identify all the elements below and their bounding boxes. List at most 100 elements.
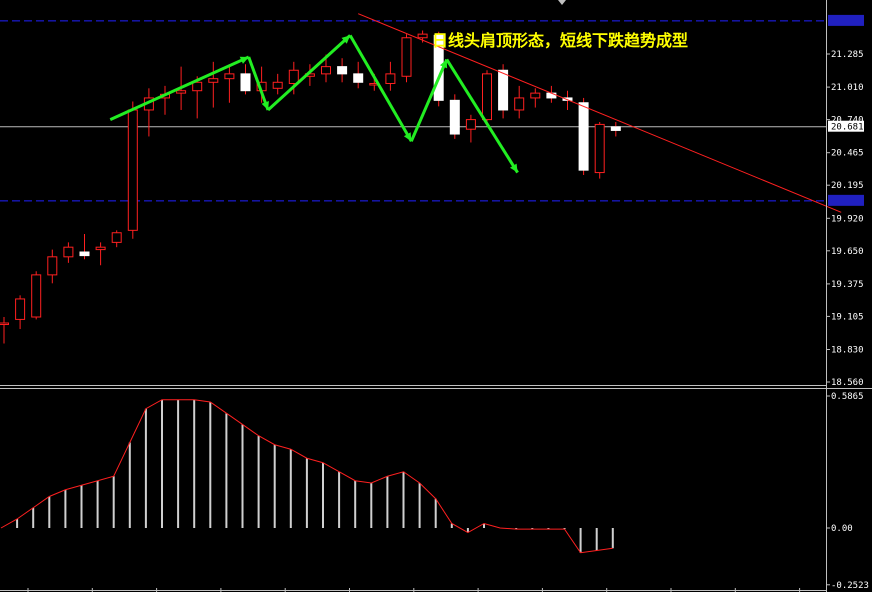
candle-body-up bbox=[530, 92, 541, 99]
candle-body-down bbox=[79, 251, 90, 257]
price-tick-label: 18.830 bbox=[831, 346, 864, 356]
pattern-segment bbox=[109, 55, 250, 121]
candle bbox=[127, 101, 138, 239]
price-tick-label: 19.105 bbox=[831, 312, 864, 322]
candle-body-up bbox=[31, 274, 42, 318]
candle bbox=[530, 88, 541, 108]
candle-body-up bbox=[514, 97, 525, 111]
candle-body-down bbox=[498, 69, 509, 111]
candle bbox=[610, 122, 621, 137]
candle bbox=[160, 85, 170, 115]
candle bbox=[208, 61, 219, 108]
candle-body-up bbox=[208, 78, 219, 83]
candle bbox=[449, 94, 460, 139]
candle-body-up bbox=[482, 73, 492, 121]
candle bbox=[192, 76, 203, 119]
candle-body-down bbox=[240, 73, 251, 92]
candle-body-up bbox=[224, 73, 235, 80]
pattern-segment bbox=[348, 34, 413, 143]
price-tick-label: 21.010 bbox=[831, 83, 864, 93]
candle bbox=[482, 70, 492, 125]
price-tick-label: 20.465 bbox=[831, 149, 864, 159]
candle-body-up bbox=[176, 90, 187, 94]
candle-body-up bbox=[594, 123, 605, 174]
candle bbox=[594, 122, 605, 179]
candle-body-down bbox=[546, 92, 557, 99]
pattern-arrowhead bbox=[403, 132, 412, 142]
candle bbox=[79, 233, 90, 260]
candle-body-up bbox=[111, 232, 122, 243]
candle-body-up bbox=[63, 246, 74, 258]
pattern-arrowhead bbox=[261, 101, 269, 110]
candle bbox=[465, 114, 476, 143]
candle bbox=[385, 61, 396, 91]
candle bbox=[0, 317, 9, 344]
candle bbox=[417, 30, 428, 43]
macd-tick-label: 0.5865 bbox=[831, 392, 864, 402]
candle bbox=[578, 97, 589, 175]
candle bbox=[353, 61, 364, 89]
pattern-arrowhead bbox=[439, 59, 448, 69]
candle-body-down bbox=[353, 73, 364, 83]
price-tick-label: 20.195 bbox=[831, 181, 864, 191]
candle bbox=[401, 34, 412, 83]
candle bbox=[240, 64, 251, 95]
macd-signal-line bbox=[0, 399, 613, 554]
pattern-arrowhead bbox=[509, 163, 518, 173]
dashed-level-tag bbox=[828, 194, 864, 206]
pattern-segment bbox=[267, 34, 352, 112]
candle bbox=[95, 242, 106, 266]
candle bbox=[224, 64, 235, 103]
price-panel bbox=[0, 13, 842, 344]
macd-tick-label: 0.00 bbox=[831, 524, 853, 534]
candle bbox=[514, 85, 525, 119]
candle bbox=[15, 295, 26, 330]
candle-body-up bbox=[321, 66, 331, 75]
candle-body-up bbox=[465, 119, 476, 130]
candle-body-down bbox=[449, 99, 460, 135]
candle-body-up bbox=[0, 322, 9, 326]
candle-body-down bbox=[337, 66, 348, 75]
scroll-marker bbox=[558, 0, 566, 5]
current-price-tag bbox=[828, 120, 864, 132]
candle-body-up bbox=[385, 73, 396, 84]
candle-body-up bbox=[272, 81, 283, 89]
pattern-arrowhead bbox=[341, 35, 351, 44]
pattern-segment bbox=[445, 58, 519, 174]
candle-body-down bbox=[562, 97, 573, 101]
candle bbox=[63, 242, 74, 263]
candle bbox=[31, 271, 42, 320]
candle bbox=[111, 230, 122, 248]
candle-body-down bbox=[578, 102, 589, 171]
price-tick-label: 21.285 bbox=[831, 50, 864, 60]
candle-body-up bbox=[15, 298, 26, 320]
current-price-label: 20.681 bbox=[831, 123, 864, 133]
candle-body-down bbox=[610, 126, 621, 131]
pattern-arrowhead bbox=[239, 56, 249, 64]
candle bbox=[272, 73, 283, 95]
candle-body-up bbox=[47, 256, 58, 276]
candle-body-up bbox=[417, 33, 428, 39]
price-tick-label: 20.740 bbox=[831, 116, 864, 126]
trendline bbox=[358, 13, 842, 213]
candle-body-up bbox=[288, 69, 299, 84]
candle bbox=[143, 88, 154, 137]
candle-body-up bbox=[95, 246, 106, 251]
price-tick-label: 19.650 bbox=[831, 247, 864, 257]
macd-panel bbox=[0, 399, 614, 554]
macd-tick-label: -0.2523 bbox=[831, 581, 869, 591]
candle-body-up bbox=[127, 109, 138, 231]
candle-body-up bbox=[401, 37, 412, 77]
chart-title: 日线头肩顶形态，短线下跌趋势成型 bbox=[432, 31, 688, 50]
candle bbox=[562, 90, 573, 110]
price-tick-label: 19.375 bbox=[831, 280, 864, 290]
pattern-segment bbox=[409, 58, 449, 142]
candle bbox=[288, 61, 299, 95]
pattern-segment bbox=[247, 56, 270, 111]
candle bbox=[47, 249, 58, 284]
candle bbox=[337, 58, 348, 83]
candle-body-up bbox=[192, 81, 203, 92]
price-tick-label: 18.560 bbox=[831, 378, 864, 388]
